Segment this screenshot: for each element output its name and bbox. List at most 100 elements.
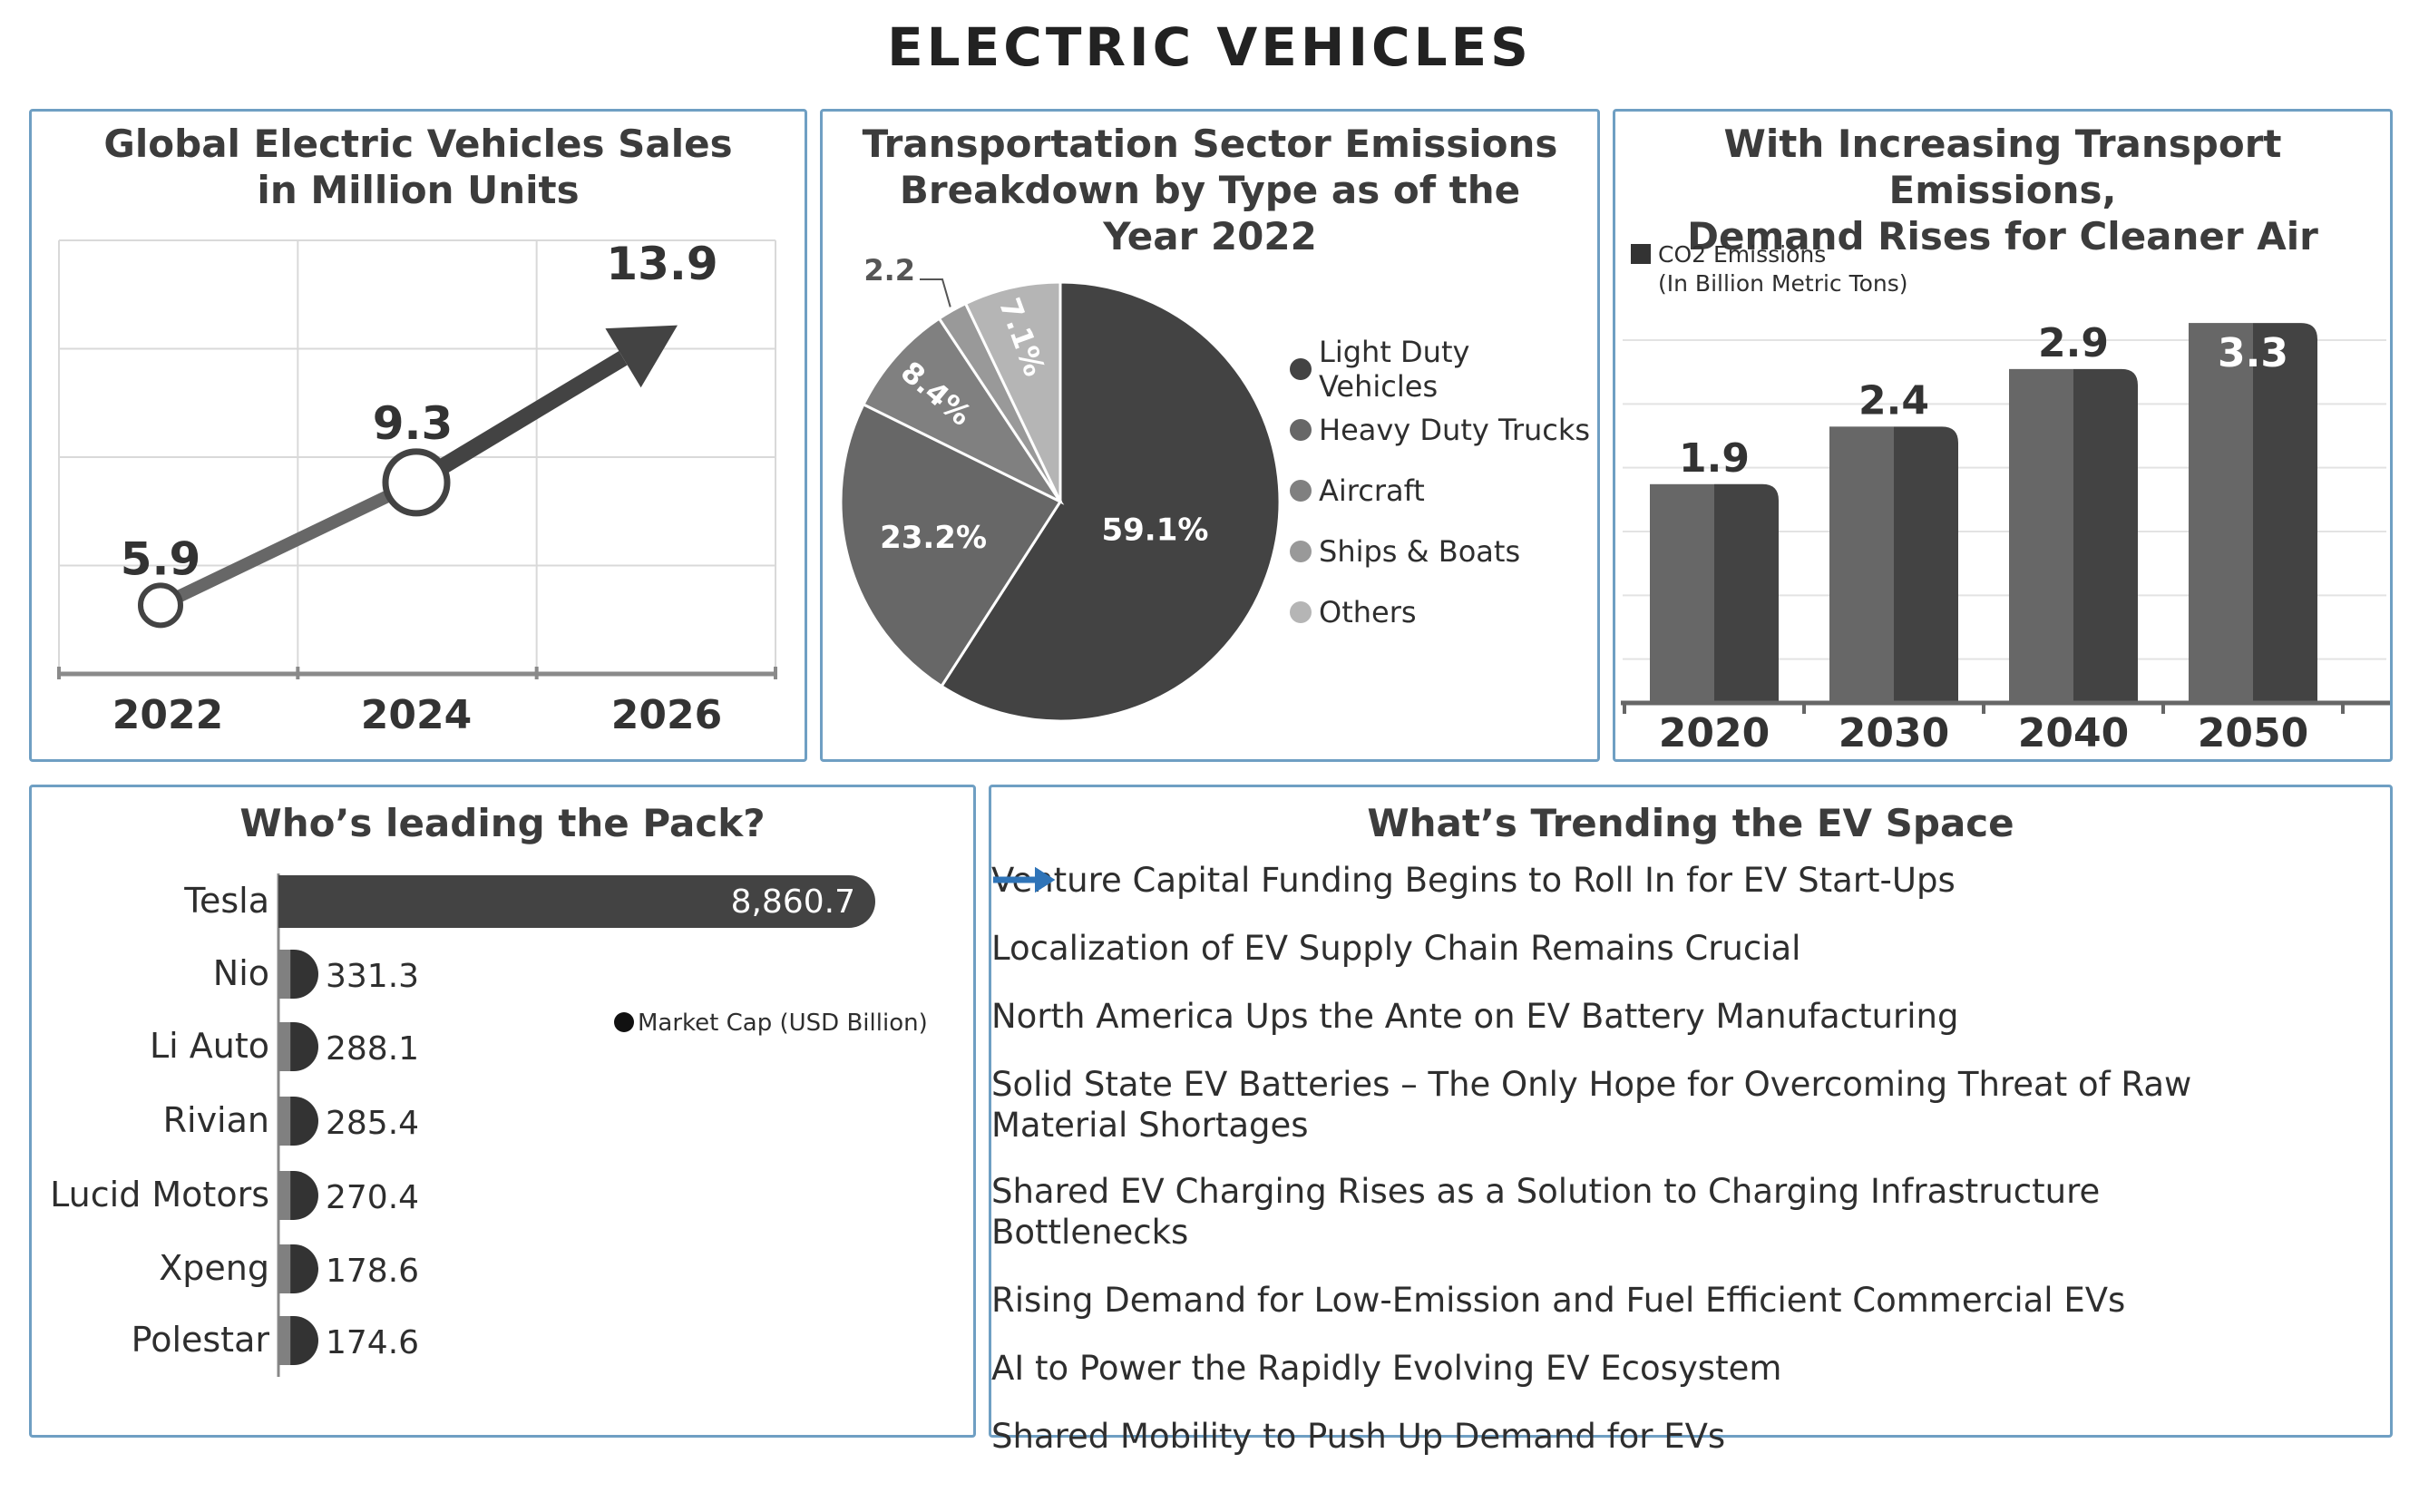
trend-item: Rising Demand for Low-Emission and Fuel …	[991, 867, 2390, 1321]
pie-legend-swatch	[1290, 357, 1312, 380]
trend-text: Localization of EV Supply Chain Remains …	[991, 928, 2297, 969]
pie-legend-swatch	[1290, 600, 1312, 623]
trend-item: North America Ups the Ante on EV Battery…	[991, 867, 2390, 1037]
sales-x-label: 2022	[112, 692, 223, 738]
co2-panel: With Increasing Transport Emissions, Dem…	[1613, 109, 2393, 762]
sales-arrow-shaft	[412, 351, 628, 490]
sales-arrow-head	[605, 325, 678, 388]
emissions-pie-chart: 59.1%23.2%8.4%2.27.1%	[839, 253, 1282, 723]
pie-legend-label: Aircraft	[1319, 473, 1425, 508]
trends-title: What’s Trending the EV Space	[1367, 801, 2014, 845]
co2-bar-left-2050	[2189, 323, 2253, 703]
sales-x-label: 2024	[361, 692, 472, 738]
emissions-title-line-2: Breakdown by Type as of the	[899, 168, 1521, 212]
trend-text: North America Ups the Ante on EV Battery…	[991, 996, 2297, 1037]
co2-legend: CO2 Emissions (In Billion Metric Tons)	[1631, 240, 1908, 298]
co2-title-line-2: Demand Rises for Cleaner Air	[1687, 214, 2318, 259]
co2-x-label: 2050	[2198, 710, 2308, 756]
leaders-category-label: Polestar	[132, 1320, 270, 1360]
ev-sales-title: Global Electric Vehicles Sales in Millio…	[32, 121, 805, 213]
trend-item: Shared Mobility to Push Up Demand for EV…	[991, 867, 2390, 1457]
co2-bar-left-2040	[2009, 368, 2073, 703]
pie-legend-label: Heavy Duty Trucks	[1319, 412, 1591, 447]
pie-legend: Light Duty Vehicles Heavy Duty Trucks Airc…	[1290, 335, 1597, 642]
leaders-bar-highlight	[278, 1316, 291, 1365]
leaders-category-label: Rivian	[163, 1100, 269, 1140]
pie-legend-swatch	[1290, 540, 1312, 562]
trend-text-line: Material Shortages	[991, 1106, 1309, 1145]
leaders-title: Who’s leading the Pack?	[239, 801, 766, 845]
co2-title: With Increasing Transport Emissions, Dem…	[1615, 121, 2390, 259]
trend-text: Shared Mobility to Push Up Demand for EV…	[991, 1416, 2297, 1457]
leaders-value-label: 270.4	[326, 1179, 419, 1216]
pie-leader-line	[920, 278, 951, 307]
pie-legend-label: Others	[1319, 594, 1417, 629]
sales-value-label: 13.9	[606, 238, 717, 290]
co2-value-label: 2.4	[1858, 377, 1929, 424]
trend-item: Shared EV Charging Rises as a Solution t…	[991, 867, 2390, 1253]
leaders-bar-highlight	[278, 1022, 291, 1071]
pie-legend-swatch	[1290, 479, 1312, 502]
trend-text-line: AI to Power the Rapidly Evolving EV Ecos…	[991, 1349, 1782, 1388]
pie-slice-others	[963, 280, 1062, 502]
leaders-category-label: Lucid Motors	[50, 1175, 269, 1214]
trend-item: AI to Power the Rapidly Evolving EV Ecos…	[991, 867, 2390, 1389]
co2-bar-chart: 1.9 2020 2.4 2030 2.9 2040 3.3 2050	[1621, 320, 2390, 756]
co2-title-line-1: With Increasing Transport Emissions,	[1723, 122, 2282, 212]
sales-x-label: 2026	[611, 692, 722, 738]
trend-text-line: Solid State EV Batteries – The Only Hope…	[991, 1065, 2192, 1104]
trend-text-line: Rising Demand for Low-Emission and Fuel …	[991, 1281, 2126, 1320]
leaders-legend-label: Market Cap (USD Billion)	[638, 1010, 928, 1037]
co2-x-label: 2030	[1839, 710, 1949, 756]
pie-legend-label: Light Duty Vehicles	[1319, 334, 1470, 404]
co2-x-label: 2020	[1659, 710, 1770, 756]
co2-bar-right-2050	[2253, 323, 2317, 703]
trend-text-line: Shared EV Charging Rises as a Solution t…	[991, 1172, 2101, 1252]
leaders-category-label: Xpeng	[159, 1248, 269, 1288]
pie-legend-item: Light Duty Vehicles	[1290, 335, 1597, 404]
pie-legend-label: Ships & Boats	[1319, 533, 1521, 569]
pie-label-light-duty-vehicles: 59.1%	[1101, 512, 1208, 549]
pie-slice-aircraft	[862, 317, 1065, 505]
trend-text: AI to Power the Rapidly Evolving EV Ecos…	[991, 1348, 2297, 1389]
leaders-bar-highlight	[278, 1097, 291, 1146]
leaders-value-label: 288.1	[326, 1030, 419, 1068]
co2-value-label: 1.9	[1679, 435, 1750, 482]
trend-text-line: North America Ups the Ante on EV Battery…	[991, 997, 1959, 1036]
emissions-title: Transportation Sector Emissions Breakdow…	[823, 121, 1597, 259]
sales-value-label: 9.3	[373, 397, 454, 450]
trend-text-line: Shared Mobility to Push Up Demand for EV…	[991, 1417, 1726, 1456]
co2-x-label: 2040	[2018, 710, 2129, 756]
trend-item: Localization of EV Supply Chain Remains …	[991, 867, 2390, 969]
leaders-panel: Who’s leading the Pack? Tesla 8,860.7 Nio 3…	[29, 785, 976, 1438]
leaders-bar-highlight	[278, 950, 291, 999]
leaders-bar-highlight	[278, 1244, 291, 1293]
leaders-category-label: Tesla	[183, 881, 269, 921]
page-title: ELECTRIC VEHICLES	[887, 16, 1532, 78]
leaders-value-label: 285.4	[326, 1105, 419, 1142]
sales-value-label: 5.9	[121, 532, 201, 585]
pie-slice-light-duty-vehicles	[939, 280, 1282, 723]
co2-bar-right-2030	[1894, 426, 1958, 703]
emissions-title-line-1: Transportation Sector Emissions	[862, 122, 1558, 166]
leaders-bar-highlight	[278, 1171, 291, 1220]
pie-legend-swatch	[1290, 418, 1312, 441]
trend-text-line: Localization of EV Supply Chain Remains …	[991, 929, 1801, 968]
leaders-bar-tesla	[278, 875, 875, 928]
leaders-value-label: 178.6	[326, 1253, 419, 1290]
arrow-right-icon	[993, 867, 1055, 893]
trend-text: Solid State EV Batteries – The Only Hope…	[991, 1064, 2297, 1146]
leaders-value-label: 174.6	[326, 1324, 419, 1361]
co2-value-label: 2.9	[2038, 320, 2109, 366]
leaders-value-label: 8,860.7	[731, 883, 855, 921]
pie-legend-item: Aircraft	[1290, 460, 1597, 521]
co2-bar-left-2020	[1650, 483, 1714, 703]
co2-bar-right-2020	[1714, 483, 1779, 703]
trends-panel: What’s Trending the EV Space Venture Cap…	[989, 785, 2393, 1456]
ev-sales-chart: 5.9 9.3 13.9 2022 2024 2026	[57, 238, 777, 738]
pie-label-heavy-duty-trucks: 23.2%	[880, 520, 987, 556]
trend-list: Venture Capital Funding Begins to Roll I…	[991, 860, 2390, 1484]
trend-item: Solid State EV Batteries – The Only Hope…	[991, 867, 2390, 1146]
trend-text: Rising Demand for Low-Emission and Fuel …	[991, 1280, 2297, 1321]
trend-text-line: Venture Capital Funding Begins to Roll I…	[991, 861, 1956, 900]
